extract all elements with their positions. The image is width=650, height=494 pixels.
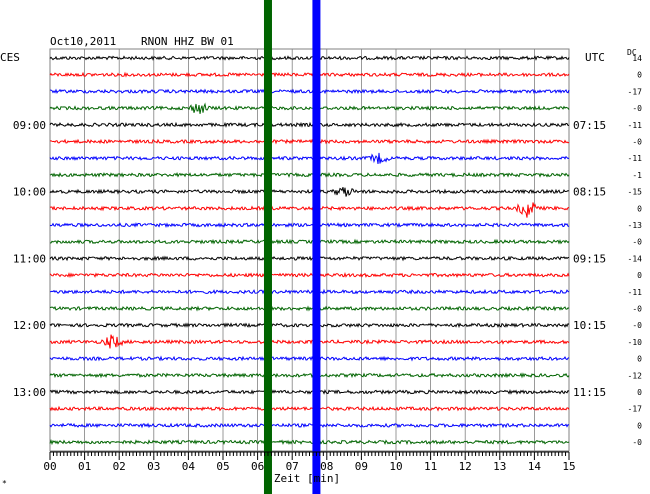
trace-row-13 <box>49 272 570 279</box>
dc-offset-label: -0 <box>632 438 642 447</box>
x-tick-label: 15 <box>562 460 575 473</box>
left-time-label: 09:00 <box>13 119 46 132</box>
trace-row-21 <box>49 405 570 412</box>
dc-offset-label: -0 <box>632 321 642 330</box>
marker-layer <box>263 0 321 494</box>
dc-offset-label: -10 <box>628 338 643 347</box>
trace-row-19 <box>49 372 570 379</box>
left-timezone-label: CES <box>0 51 20 64</box>
left-time-label: 13:00 <box>13 386 46 399</box>
dc-offset-label: -0 <box>632 238 642 247</box>
x-tick-label: 13 <box>493 460 506 473</box>
dc-offset-label: -14 <box>628 254 643 263</box>
grid-layer <box>49 48 570 452</box>
dc-offset-label: 0 <box>637 388 642 397</box>
dc-offset-label: -17 <box>628 87 643 96</box>
x-axis-label: Zeit [min] <box>274 472 340 485</box>
right-time-label: 11:15 <box>573 386 606 399</box>
trace-row-23 <box>49 438 570 446</box>
trace-row-15 <box>49 305 570 312</box>
trace-row-7 <box>49 172 570 178</box>
dc-offset-label: -17 <box>628 405 643 414</box>
row-labels: 09:00 10:00 11:00 12:00 13:00 07:15 08:15 09:15… <box>13 54 642 447</box>
x-tick-label: 09 <box>355 460 368 473</box>
x-tick-label: 12 <box>459 460 472 473</box>
dc-offset-label: -0 <box>632 138 642 147</box>
station-title: RNON HHZ BW 01 <box>141 35 234 48</box>
left-time-label: 12:00 <box>13 319 46 332</box>
x-tick-label: 00 <box>43 460 56 473</box>
left-time-label: 10:00 <box>13 186 46 199</box>
dc-offset-label: -1 <box>632 171 642 180</box>
right-time-label: 10:15 <box>573 319 606 332</box>
x-tick-label: 03 <box>147 460 160 473</box>
right-timezone-label: UTC <box>585 51 605 64</box>
right-time-label: 07:15 <box>573 119 606 132</box>
left-time-label: 11:00 <box>13 252 46 265</box>
dc-label: DC <box>627 48 637 57</box>
dc-offset-label: -11 <box>628 154 643 163</box>
trace-row-11 <box>49 238 570 245</box>
dc-offset-label: 0 <box>637 421 642 430</box>
dc-offset-label: -11 <box>628 121 643 130</box>
x-tick-label: 04 <box>182 460 196 473</box>
trace-row-18 <box>49 355 570 362</box>
trace-row-1 <box>49 71 570 78</box>
dc-offset-label: -0 <box>632 104 642 113</box>
dc-offset-label: 0 <box>637 355 642 364</box>
chart-date-title: Oct10,2011 <box>50 35 117 48</box>
plot-frame <box>49 48 570 452</box>
marker-green-bar <box>263 0 272 494</box>
trace-row-9 <box>49 202 570 218</box>
trace-row-0 <box>49 55 570 61</box>
dc-offset-label: -13 <box>628 221 643 230</box>
x-tick-label: 14 <box>528 460 542 473</box>
corner-mark: * <box>2 479 7 488</box>
dc-offset-label: 0 <box>637 204 642 213</box>
trace-row-10 <box>49 222 570 228</box>
x-tick-label: 05 <box>216 460 229 473</box>
dc-offset-label: -0 <box>632 305 642 314</box>
trace-row-20 <box>49 389 570 395</box>
x-tick-label: 10 <box>389 460 402 473</box>
x-tick-label: 07 <box>286 460 299 473</box>
dc-offset-label: -12 <box>628 371 643 380</box>
trace-row-16 <box>49 322 570 329</box>
trace-row-14 <box>49 288 570 295</box>
x-tick-label: 01 <box>78 460 91 473</box>
dc-offset-label: 0 <box>637 71 642 80</box>
trace-row-2 <box>49 88 570 95</box>
trace-row-22 <box>49 422 570 429</box>
x-tick-label: 02 <box>113 460 126 473</box>
trace-row-12 <box>49 255 570 262</box>
trace-row-3 <box>49 102 570 114</box>
x-tick-label: 06 <box>251 460 264 473</box>
trace-row-4 <box>49 121 569 128</box>
x-tick-label: 11 <box>424 460 437 473</box>
right-time-label: 08:15 <box>573 186 606 199</box>
right-time-label: 09:15 <box>573 252 606 265</box>
trace-row-6 <box>49 152 570 164</box>
dc-offset-label: -11 <box>628 288 643 297</box>
trace-row-17 <box>49 334 570 349</box>
trace-layer <box>49 55 570 446</box>
trace-row-8 <box>49 187 570 197</box>
trace-row-5 <box>49 138 570 145</box>
marker-blue-bar <box>312 0 321 494</box>
dc-offset-label: 14 <box>632 54 642 63</box>
dc-offset-label: -15 <box>628 188 643 197</box>
x-axis: 00 01 02 03 04 05 06 07 08 09 10 11 12 13 14 15 <box>43 451 576 473</box>
x-tick-label: 08 <box>320 460 333 473</box>
dc-offset-label: 0 <box>637 271 642 280</box>
